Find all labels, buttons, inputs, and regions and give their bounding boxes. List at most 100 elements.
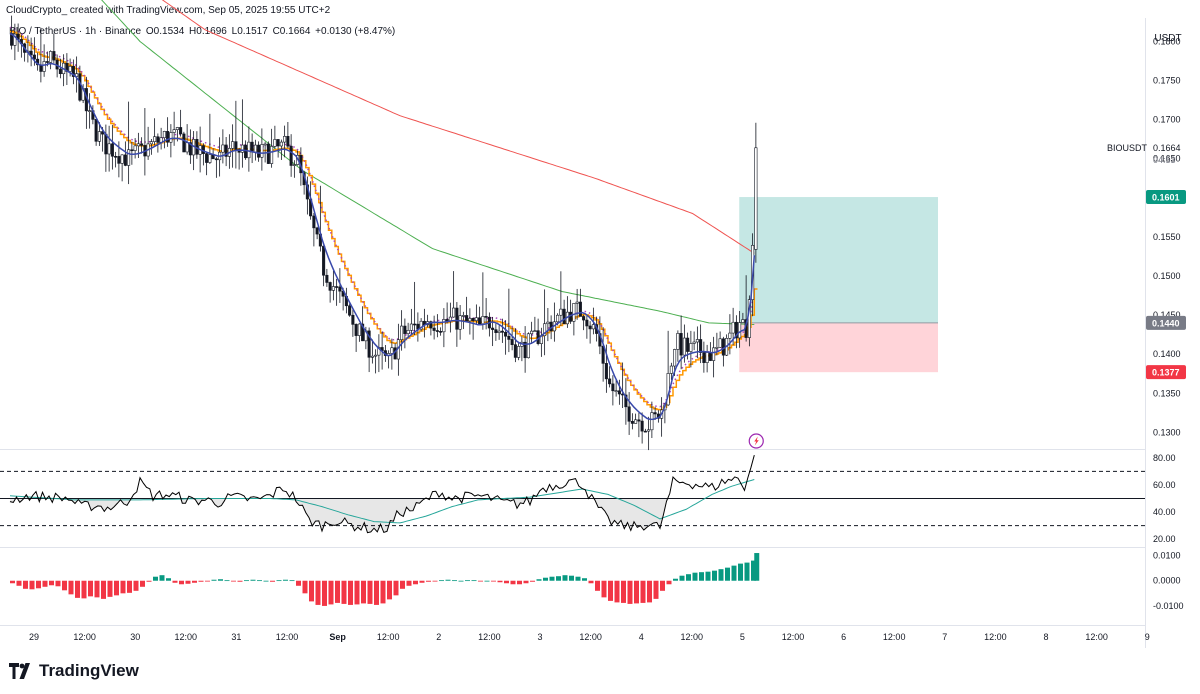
candle xyxy=(325,274,329,283)
candle xyxy=(705,352,709,363)
candle xyxy=(669,365,673,374)
ohlc-close: C0.1664 xyxy=(272,26,311,37)
time-axis-label: 7 xyxy=(942,632,947,642)
macd-bar xyxy=(335,580,340,603)
candle xyxy=(331,286,335,291)
candle xyxy=(169,132,173,143)
dotted-purple-line xyxy=(9,26,756,408)
candle xyxy=(614,390,618,393)
time-axis-label: 8 xyxy=(1043,632,1048,642)
time-axis-label: Sep xyxy=(329,632,346,642)
candle xyxy=(533,330,537,332)
time-axis-label: 12:00 xyxy=(377,632,400,642)
macd-bar xyxy=(283,579,288,581)
candle xyxy=(149,141,153,145)
candle xyxy=(500,330,504,333)
macd-bar xyxy=(172,580,178,583)
candle xyxy=(608,378,612,385)
rsi-tick-label: 60.00 xyxy=(1153,480,1176,490)
tradingview-logo-icon xyxy=(9,663,30,679)
candle xyxy=(578,301,582,317)
macd-bar xyxy=(419,580,425,583)
candle xyxy=(682,337,686,356)
candle xyxy=(289,145,293,166)
macd-bar xyxy=(341,580,347,604)
candle xyxy=(117,156,121,164)
candle xyxy=(71,66,75,77)
candle xyxy=(721,338,725,356)
candle xyxy=(94,119,98,142)
time-axis-label: 9 xyxy=(1145,632,1150,642)
ema-blue-line xyxy=(9,32,756,421)
candle xyxy=(731,321,735,334)
candle xyxy=(471,318,475,321)
price-tick-label: 0.1300 xyxy=(1153,427,1181,437)
candle xyxy=(374,354,378,357)
time-axis-label: 2 xyxy=(436,632,441,642)
candle xyxy=(214,158,218,161)
macd-bar xyxy=(107,580,113,597)
candle xyxy=(130,149,134,152)
candle xyxy=(162,131,166,139)
candle xyxy=(468,318,472,322)
macd-bar xyxy=(198,580,204,582)
macd-bar xyxy=(16,580,22,586)
candle xyxy=(322,245,326,276)
macd-bar xyxy=(23,580,28,589)
macd-bar xyxy=(660,580,665,591)
time-axis-label: 5 xyxy=(740,632,745,642)
candle xyxy=(403,325,407,334)
price-tick-label: 0.1350 xyxy=(1153,388,1181,398)
candle xyxy=(585,319,589,327)
candle xyxy=(201,145,205,154)
macd-bar xyxy=(146,580,152,582)
macd-bar xyxy=(445,579,451,581)
candle xyxy=(611,383,615,392)
price-badge-label: 0.1377 xyxy=(1152,368,1180,378)
candle xyxy=(240,144,244,153)
stop-zone[interactable] xyxy=(739,322,938,373)
macd-bar xyxy=(10,580,15,584)
candle xyxy=(172,129,176,133)
candle xyxy=(634,419,638,424)
candle xyxy=(179,127,183,135)
candle xyxy=(266,143,270,164)
macd-bar xyxy=(647,580,652,603)
lightning-glyph-icon xyxy=(754,436,759,446)
candle xyxy=(123,154,127,166)
candle xyxy=(507,335,511,340)
candle xyxy=(13,33,17,46)
macd-tick-label: -0.0100 xyxy=(1153,601,1184,611)
candle xyxy=(429,321,433,329)
candle xyxy=(530,330,534,335)
candle xyxy=(260,144,264,158)
time-axis-label: 12:00 xyxy=(782,632,805,642)
candle xyxy=(653,412,657,415)
candle xyxy=(32,54,36,60)
last-price-value-label: 0.1664 xyxy=(1153,143,1181,153)
macd-bar xyxy=(699,572,704,581)
candle xyxy=(188,142,192,156)
macd-bar xyxy=(244,580,249,582)
macd-bar xyxy=(439,580,444,582)
candle xyxy=(452,307,456,318)
candle xyxy=(104,133,108,155)
price-tick-label: 0.1700 xyxy=(1153,115,1181,125)
macd-bar xyxy=(276,580,282,582)
macd-bar xyxy=(88,580,93,597)
currency-selector[interactable]: USDT xyxy=(1154,33,1182,44)
macd-bar xyxy=(68,580,74,595)
candle xyxy=(107,143,111,155)
macd-bar xyxy=(731,565,737,581)
macd-bar xyxy=(289,580,295,582)
candle xyxy=(68,66,72,72)
target-zone[interactable] xyxy=(739,197,938,323)
macd-bar xyxy=(426,580,431,582)
candle xyxy=(465,315,469,322)
macd-bar xyxy=(621,580,626,603)
macd-bar xyxy=(751,560,756,581)
candle xyxy=(312,215,316,229)
price-tick-label: 0.1500 xyxy=(1153,271,1181,281)
macd-bar xyxy=(718,569,724,581)
